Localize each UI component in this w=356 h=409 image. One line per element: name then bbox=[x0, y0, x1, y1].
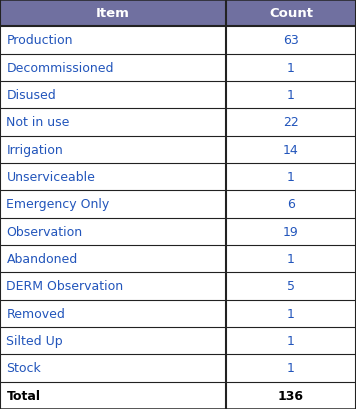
Bar bbox=[0, 300, 356, 327]
Bar bbox=[0, 191, 356, 218]
Text: Emergency Only: Emergency Only bbox=[6, 198, 110, 211]
Bar bbox=[0, 273, 356, 300]
Text: 5: 5 bbox=[287, 280, 295, 293]
Text: Observation: Observation bbox=[6, 225, 83, 238]
Text: 14: 14 bbox=[283, 144, 299, 157]
Text: Not in use: Not in use bbox=[6, 116, 70, 129]
Bar bbox=[0, 164, 356, 191]
Bar bbox=[0, 54, 356, 82]
Text: Irrigation: Irrigation bbox=[6, 144, 63, 157]
Text: Abandoned: Abandoned bbox=[6, 252, 78, 265]
Text: 1: 1 bbox=[287, 171, 295, 184]
Text: Silted Up: Silted Up bbox=[6, 334, 63, 347]
Text: 136: 136 bbox=[278, 389, 304, 402]
Text: Removed: Removed bbox=[6, 307, 65, 320]
Text: Unserviceable: Unserviceable bbox=[6, 171, 95, 184]
Bar bbox=[0, 136, 356, 164]
Bar bbox=[0, 82, 356, 109]
Text: 63: 63 bbox=[283, 34, 299, 47]
Bar bbox=[0, 355, 356, 382]
Text: Count: Count bbox=[269, 7, 313, 20]
Text: 1: 1 bbox=[287, 89, 295, 102]
Bar bbox=[0, 109, 356, 136]
Text: 19: 19 bbox=[283, 225, 299, 238]
Text: Total: Total bbox=[6, 389, 41, 402]
Text: 1: 1 bbox=[287, 62, 295, 75]
Bar bbox=[0, 0, 356, 27]
Text: Decommissioned: Decommissioned bbox=[6, 62, 114, 75]
Text: 1: 1 bbox=[287, 362, 295, 375]
Text: 6: 6 bbox=[287, 198, 295, 211]
Text: 22: 22 bbox=[283, 116, 299, 129]
Bar bbox=[0, 382, 356, 409]
Bar bbox=[0, 245, 356, 273]
Bar bbox=[0, 327, 356, 355]
Text: Disused: Disused bbox=[6, 89, 56, 102]
Text: 1: 1 bbox=[287, 307, 295, 320]
Text: Item: Item bbox=[96, 7, 130, 20]
Bar bbox=[0, 218, 356, 245]
Text: DERM Observation: DERM Observation bbox=[6, 280, 124, 293]
Text: Production: Production bbox=[6, 34, 73, 47]
Text: 1: 1 bbox=[287, 252, 295, 265]
Bar bbox=[0, 27, 356, 54]
Text: 1: 1 bbox=[287, 334, 295, 347]
Text: Stock: Stock bbox=[6, 362, 41, 375]
